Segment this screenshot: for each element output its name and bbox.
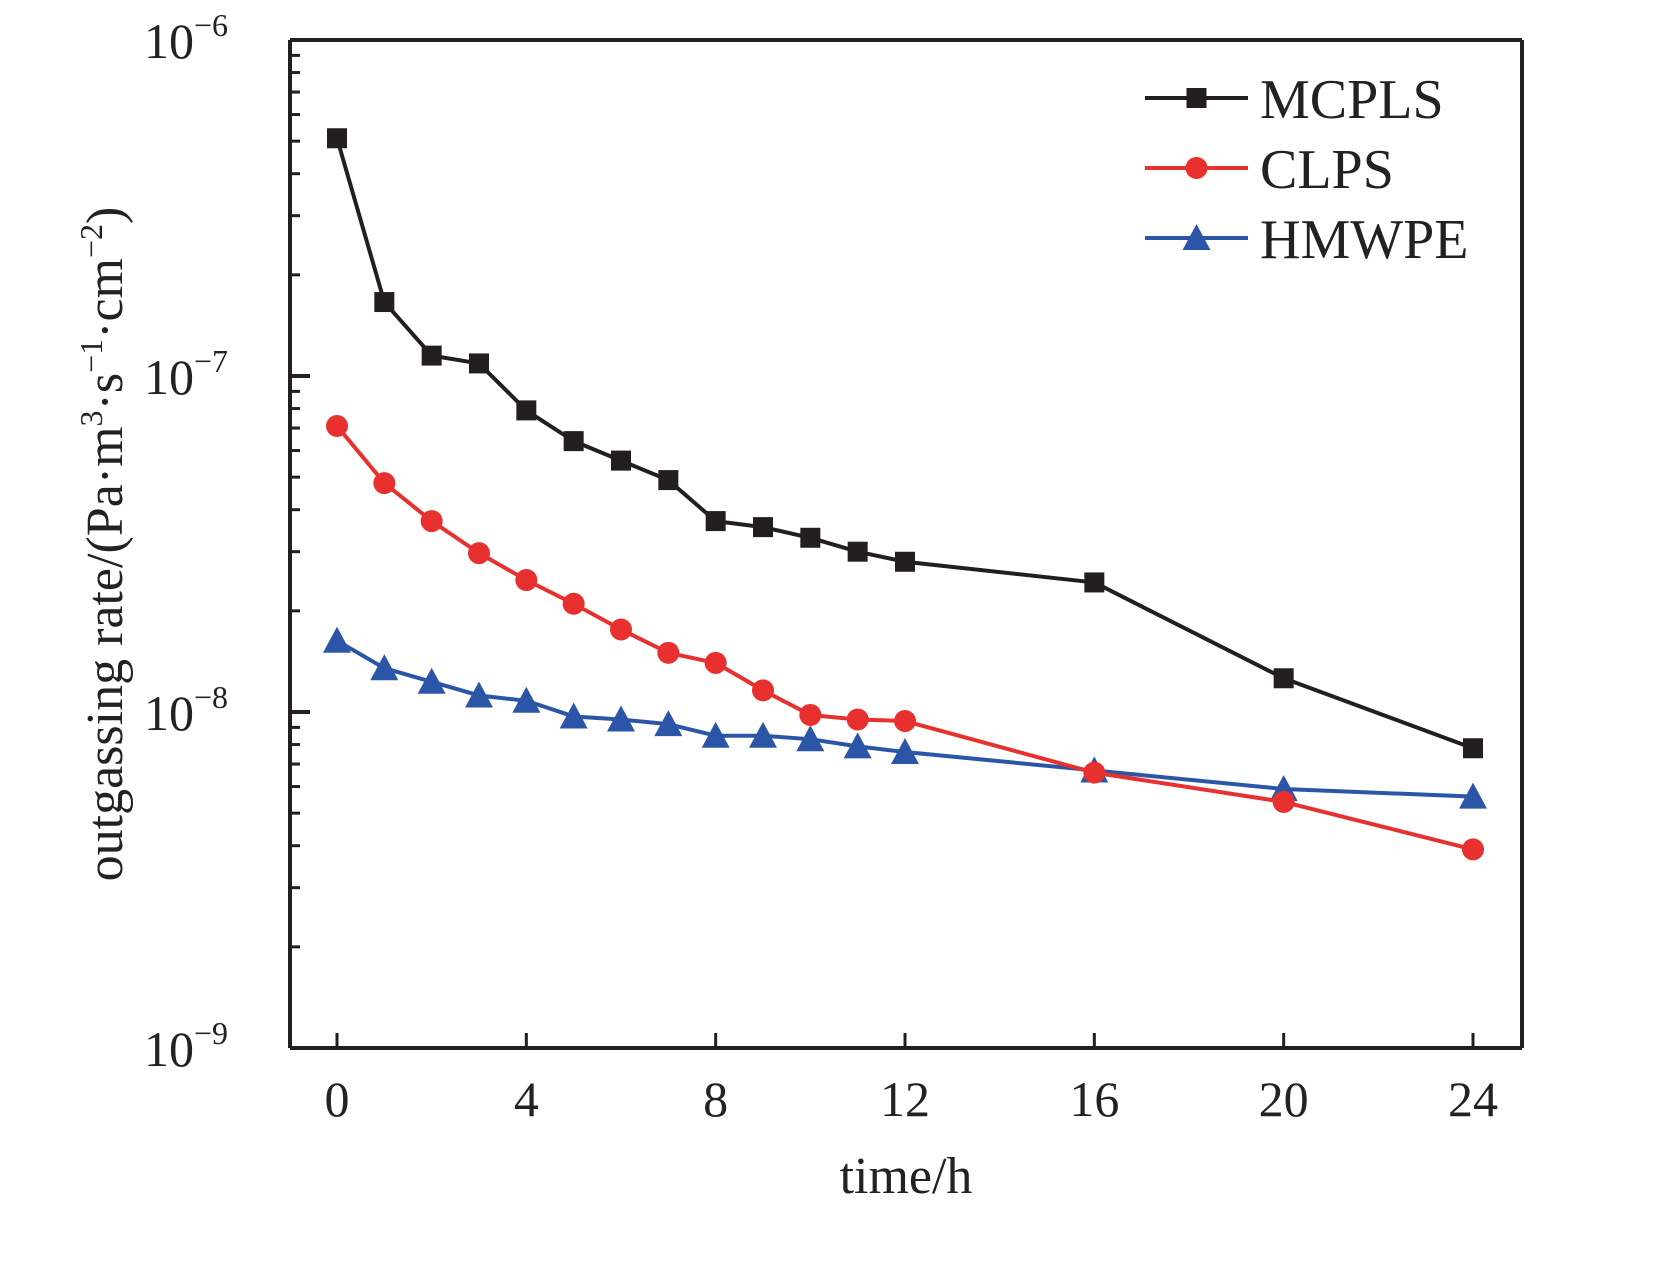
data-point-hmwpe: [749, 721, 777, 748]
x-tick-label: 20: [1259, 1071, 1309, 1127]
data-point-hmwpe: [607, 705, 635, 732]
y-tick-base: 10: [144, 685, 194, 741]
x-tick-label: 0: [325, 1071, 350, 1127]
data-point-mcpls: [563, 431, 584, 452]
series-layer: [323, 128, 1487, 861]
series-clps: [326, 414, 1484, 861]
y-tick-base: 10: [144, 1021, 194, 1077]
y-tick-base: 10: [144, 13, 194, 69]
data-point-mcpls: [895, 551, 915, 572]
y-tick-label: 10−9: [144, 1015, 228, 1077]
x-tick-label: 24: [1448, 1071, 1498, 1127]
data-point-clps: [515, 569, 538, 592]
y-axis-title-part: ): [77, 207, 134, 224]
data-point-clps: [657, 641, 680, 664]
x-axis-title: time/h: [840, 1148, 973, 1205]
y-axis-title-sup: −1: [73, 339, 109, 373]
legend-item-clps: CLPS: [1145, 139, 1394, 201]
legend-marker-square-icon: [1186, 88, 1207, 108]
data-point-hmwpe: [701, 721, 730, 748]
data-point-hmwpe: [1459, 782, 1487, 809]
data-point-hmwpe: [512, 686, 541, 713]
data-point-hmwpe: [370, 654, 399, 681]
data-point-clps: [373, 472, 396, 495]
legend-label: MCPLS: [1260, 69, 1444, 131]
data-point-hmwpe: [417, 667, 446, 694]
data-point-hmwpe: [323, 626, 351, 653]
data-point-mcpls: [800, 527, 821, 548]
y-tick-exponent: −7: [194, 343, 228, 379]
data-point-mcpls: [611, 450, 631, 471]
data-point-clps: [752, 679, 774, 702]
series-mcpls: [327, 128, 1483, 759]
data-point-clps: [894, 710, 916, 733]
series-line-clps: [335, 424, 1474, 852]
data-point-clps: [1083, 761, 1106, 784]
x-tick-label: 4: [514, 1071, 539, 1127]
data-point-hmwpe: [654, 710, 683, 737]
y-tick-exponent: −6: [194, 7, 228, 43]
legend-marker-triangle-icon: [1182, 224, 1211, 250]
legend-label: CLPS: [1260, 139, 1394, 201]
data-point-mcpls: [658, 470, 679, 491]
x-tick-label: 16: [1069, 1071, 1119, 1127]
data-point-mcpls: [753, 517, 773, 538]
y-tick-exponent: −8: [194, 679, 228, 715]
data-point-hmwpe: [559, 702, 588, 729]
y-tick-label: 10−8: [144, 679, 228, 741]
legend-label: HMWPE: [1260, 209, 1468, 271]
x-tick-label: 12: [880, 1071, 930, 1127]
data-point-mcpls: [469, 353, 489, 374]
legend: MCPLS CLPS HMWPE: [1145, 69, 1468, 271]
data-point-clps: [610, 618, 632, 641]
y-axis-title-part: ·s: [77, 373, 134, 411]
data-point-clps: [326, 414, 348, 437]
y-tick-label: 10−7: [144, 343, 228, 405]
data-point-hmwpe: [843, 732, 872, 759]
series-line-hmwpe: [335, 638, 1474, 799]
legend-item-hmwpe: HMWPE: [1145, 209, 1468, 271]
x-tick-label: 8: [703, 1071, 728, 1127]
y-axis-title-part: ·cm: [77, 258, 134, 339]
y-tick-label: 10−6: [144, 7, 228, 69]
y-axis-title: outgassing rate/(Pa·m3·s−1·cm−2): [73, 207, 134, 882]
series-line-mcpls: [335, 137, 1474, 751]
legend-marker-circle-icon: [1185, 157, 1208, 179]
data-point-hmwpe: [891, 738, 919, 765]
y-axis-title-sup: 3: [73, 410, 109, 426]
data-point-hmwpe: [796, 725, 825, 752]
data-point-clps: [846, 708, 869, 731]
data-point-clps: [704, 651, 727, 674]
data-point-clps: [1462, 838, 1484, 861]
data-point-mcpls: [421, 345, 442, 366]
data-point-hmwpe: [465, 681, 493, 708]
legend-item-mcpls: MCPLS: [1145, 69, 1444, 131]
data-point-clps: [420, 510, 443, 533]
data-point-mcpls: [705, 511, 726, 532]
data-point-mcpls: [516, 400, 537, 421]
data-point-mcpls: [1273, 668, 1294, 689]
y-tick-base: 10: [144, 349, 194, 405]
y-tick-exponent: −9: [194, 1015, 228, 1051]
data-point-mcpls: [847, 541, 868, 562]
data-point-mcpls: [374, 292, 395, 313]
data-point-clps: [1272, 790, 1295, 813]
data-point-clps: [562, 592, 585, 615]
data-point-clps: [468, 542, 490, 565]
data-point-mcpls: [1463, 738, 1483, 759]
data-point-mcpls: [327, 128, 347, 149]
y-axis-title-part: outgassing rate/(Pa·m: [77, 426, 134, 881]
y-axis-title-sup: −2: [73, 224, 109, 258]
data-point-clps: [799, 703, 822, 726]
data-point-mcpls: [1084, 572, 1105, 593]
